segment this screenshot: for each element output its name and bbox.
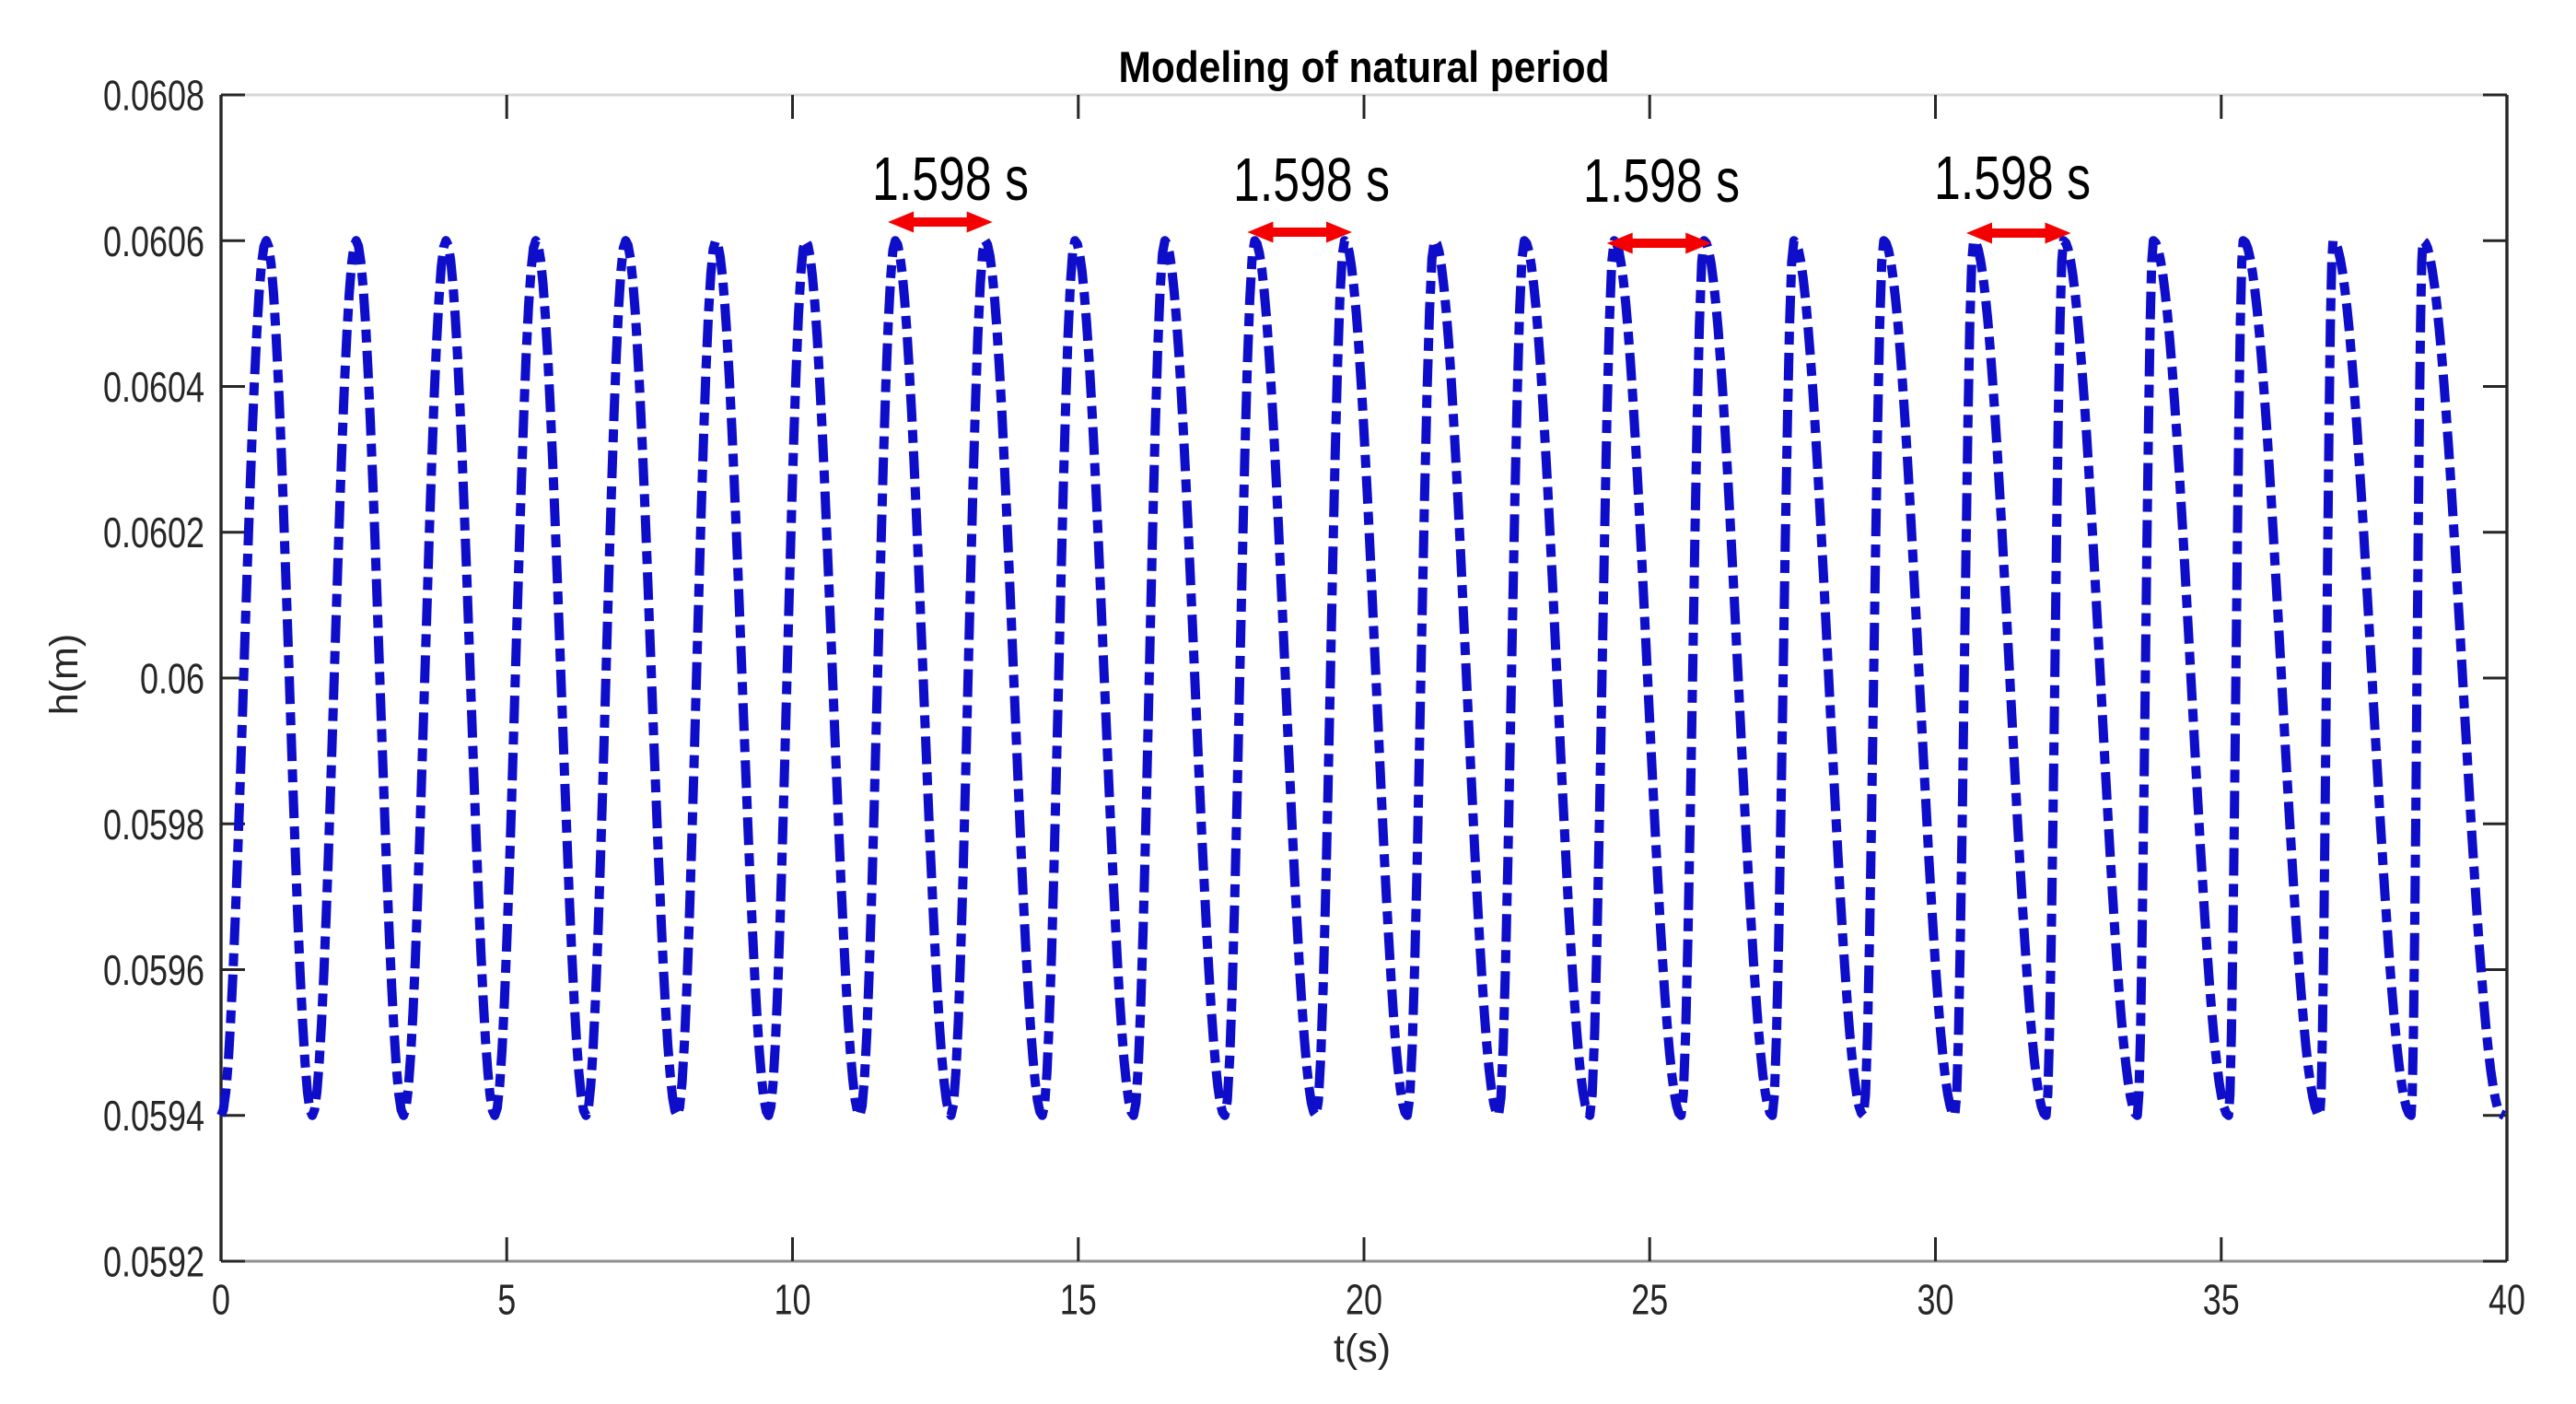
svg-text:1.598 s: 1.598 s bbox=[1233, 146, 1390, 215]
svg-text:t(s): t(s) bbox=[1334, 1327, 1391, 1371]
svg-text:0: 0 bbox=[212, 1276, 230, 1324]
svg-text:0.06: 0.06 bbox=[140, 655, 204, 703]
svg-text:0.0594: 0.0594 bbox=[103, 1092, 204, 1140]
svg-text:30: 30 bbox=[1917, 1276, 1954, 1324]
svg-text:1.598 s: 1.598 s bbox=[872, 145, 1029, 214]
svg-text:0.0596: 0.0596 bbox=[103, 946, 204, 994]
svg-text:1.598 s: 1.598 s bbox=[1934, 144, 2091, 213]
svg-text:0.0598: 0.0598 bbox=[103, 801, 204, 848]
svg-text:15: 15 bbox=[1060, 1276, 1097, 1324]
svg-text:25: 25 bbox=[1631, 1276, 1668, 1324]
svg-text:0.0606: 0.0606 bbox=[103, 217, 204, 265]
svg-text:10: 10 bbox=[775, 1276, 811, 1324]
svg-text:h(m): h(m) bbox=[42, 634, 87, 715]
svg-text:20: 20 bbox=[1346, 1276, 1382, 1324]
svg-text:40: 40 bbox=[2489, 1276, 2525, 1324]
svg-text:35: 35 bbox=[2203, 1276, 2240, 1324]
svg-text:0.0602: 0.0602 bbox=[103, 509, 204, 556]
svg-text:0.0604: 0.0604 bbox=[103, 363, 204, 411]
svg-text:Modeling of natural period: Modeling of natural period bbox=[1119, 42, 1610, 91]
svg-text:0.0592: 0.0592 bbox=[103, 1238, 204, 1286]
svg-text:1.598 s: 1.598 s bbox=[1583, 146, 1740, 216]
svg-text:5: 5 bbox=[497, 1276, 516, 1324]
svg-text:0.0608: 0.0608 bbox=[103, 72, 204, 120]
